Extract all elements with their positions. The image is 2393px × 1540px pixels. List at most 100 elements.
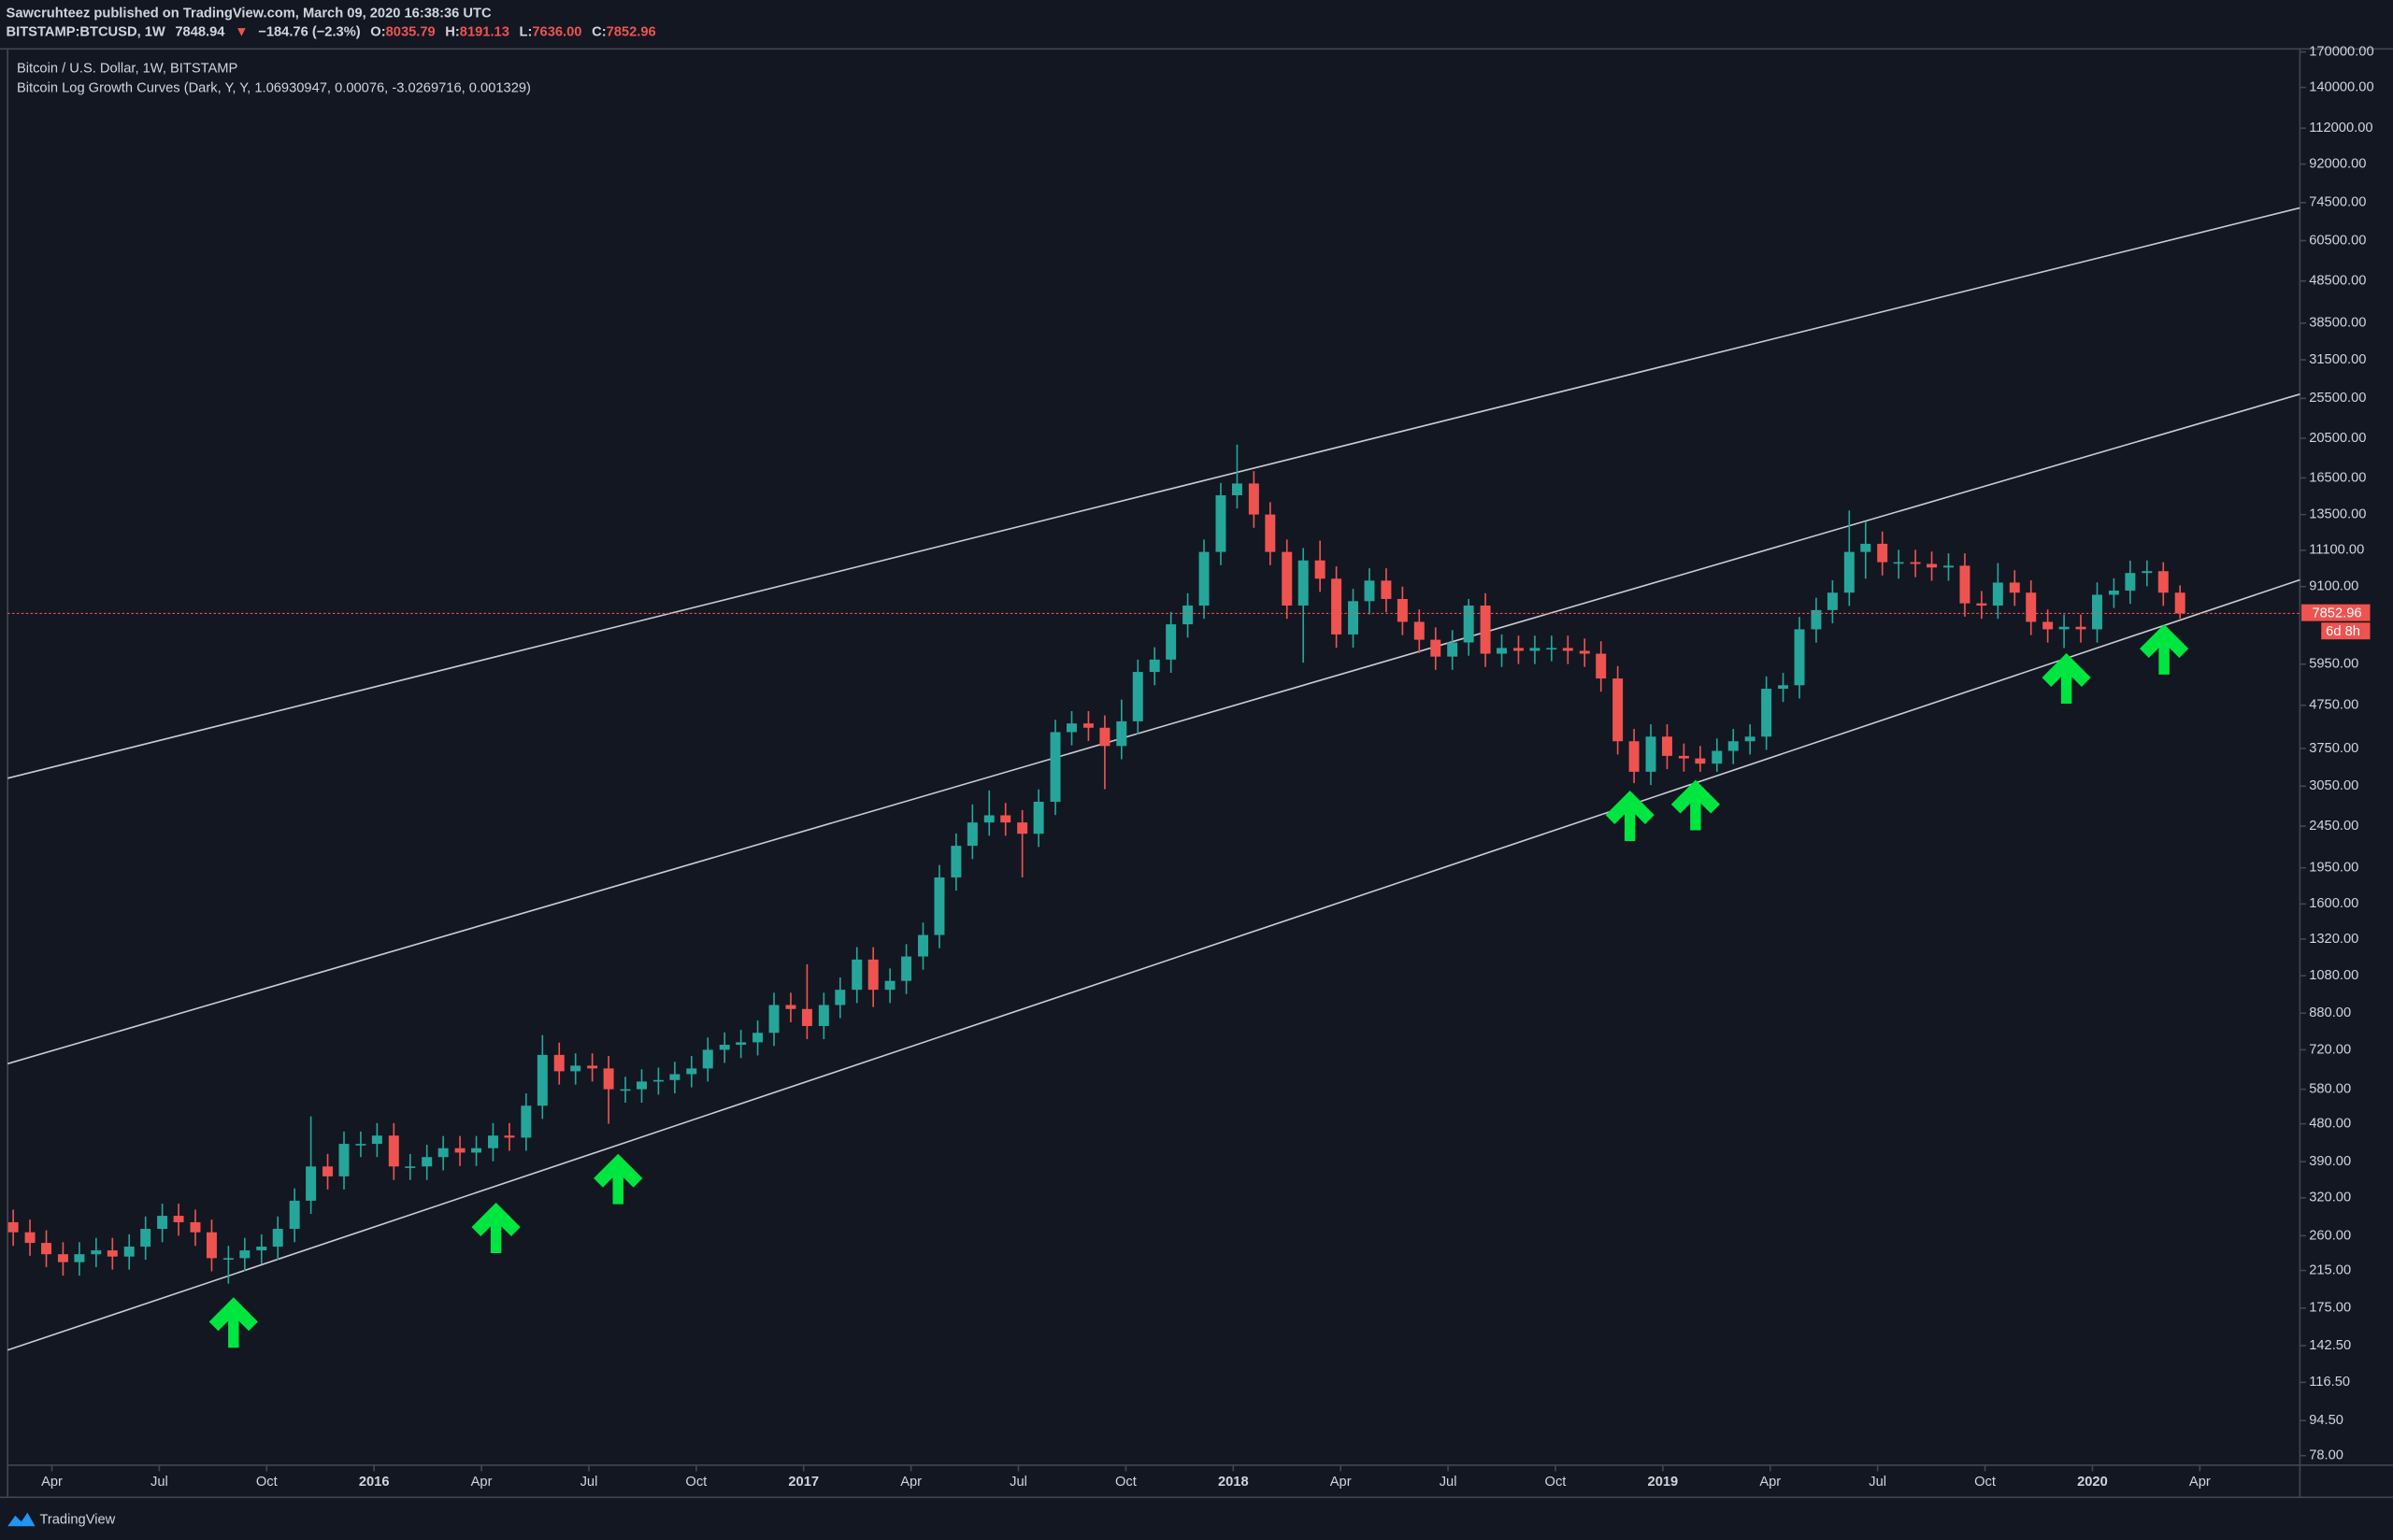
y-tick-label: 11100.00 bbox=[2309, 543, 2364, 558]
candle-body bbox=[1512, 648, 1524, 651]
candle-body bbox=[1397, 599, 1408, 622]
candle-body bbox=[2009, 582, 2020, 593]
candle-body bbox=[1927, 563, 1938, 568]
candle-body bbox=[1893, 562, 1904, 564]
candle-body bbox=[719, 1045, 730, 1050]
brand-logo bbox=[7, 1512, 36, 1527]
support-arrow bbox=[471, 1203, 521, 1253]
y-tick-label: 48500.00 bbox=[2309, 274, 2366, 289]
candle-body bbox=[652, 1079, 664, 1082]
candle-body bbox=[7, 1221, 19, 1233]
y-tick-label: 320.00 bbox=[2309, 1191, 2351, 1205]
candle-body bbox=[1480, 606, 1491, 654]
candle-body bbox=[1579, 650, 1590, 654]
growth-curve bbox=[7, 207, 2300, 779]
candle-body bbox=[1282, 551, 1293, 606]
x-tick-label: Apr bbox=[471, 1475, 493, 1490]
candle-body bbox=[1033, 801, 1044, 834]
x-tick-label: 2020 bbox=[2077, 1475, 2108, 1490]
candle-body bbox=[173, 1216, 184, 1222]
candle-body bbox=[603, 1068, 614, 1090]
quote-o-label: O: bbox=[370, 24, 385, 39]
candle-body bbox=[123, 1247, 135, 1257]
support-arrow bbox=[2042, 653, 2091, 704]
candle-body bbox=[1827, 592, 1838, 610]
x-tick-label: Apr bbox=[1330, 1475, 1352, 1490]
candle-body bbox=[2026, 592, 2037, 622]
y-tick-label: 580.00 bbox=[2309, 1082, 2351, 1097]
candle-body bbox=[1877, 543, 1888, 563]
y-tick-label: 720.00 bbox=[2309, 1042, 2351, 1057]
candle-body bbox=[289, 1200, 300, 1230]
candle-body bbox=[835, 990, 846, 1005]
y-tick-label: 2450.00 bbox=[2309, 819, 2358, 834]
y-tick-label: 215.00 bbox=[2309, 1262, 2351, 1277]
quote-h-label: H: bbox=[445, 24, 459, 39]
candle-body bbox=[1099, 727, 1111, 747]
candle-body bbox=[371, 1135, 382, 1145]
candle-body bbox=[867, 959, 879, 991]
y-tick-label: 112000.00 bbox=[2309, 121, 2372, 135]
candle-body bbox=[587, 1065, 598, 1069]
candle-body bbox=[437, 1148, 449, 1158]
candle-body bbox=[521, 1105, 532, 1138]
candle-body bbox=[669, 1074, 681, 1080]
candle-body bbox=[338, 1144, 350, 1176]
candle-body bbox=[620, 1089, 631, 1091]
candle-body bbox=[107, 1250, 118, 1257]
candle-body bbox=[1314, 560, 1325, 579]
candle-body bbox=[206, 1232, 217, 1259]
y-tick-label: 60500.00 bbox=[2309, 233, 2366, 248]
quote-l-label: L: bbox=[520, 24, 533, 39]
candle-body bbox=[967, 822, 978, 847]
y-tick-label: 142.50 bbox=[2309, 1338, 2351, 1353]
candle-body bbox=[1860, 543, 1871, 552]
candle-body bbox=[918, 934, 928, 957]
candle-body bbox=[852, 959, 863, 991]
candle-body bbox=[1231, 483, 1242, 496]
candle-body bbox=[1166, 624, 1177, 660]
quote-h: 8191.13 bbox=[460, 24, 509, 39]
support-arrow bbox=[1670, 779, 1720, 831]
x-tick-label: Oct bbox=[1974, 1475, 1996, 1490]
candle-body bbox=[1215, 495, 1226, 552]
y-tick-label: 1320.00 bbox=[2309, 932, 2358, 947]
support-arrow bbox=[2139, 624, 2189, 675]
candle-body bbox=[1381, 580, 1392, 600]
candle-body bbox=[239, 1250, 251, 1259]
candle-body bbox=[1149, 659, 1160, 673]
candle-body bbox=[57, 1254, 68, 1262]
candle-body bbox=[736, 1042, 747, 1046]
candle-body bbox=[1843, 551, 1855, 593]
x-tick-label: 2016 bbox=[359, 1475, 390, 1490]
quote-c-label: C: bbox=[592, 24, 606, 39]
growth-curve bbox=[7, 578, 2300, 1351]
y-tick-label: 4750.00 bbox=[2309, 698, 2358, 713]
plot bbox=[7, 207, 2300, 1351]
x-tick-label: 2017 bbox=[788, 1475, 819, 1490]
y-tick-label: 92000.00 bbox=[2309, 156, 2366, 171]
arrow: ▼ bbox=[235, 24, 249, 39]
candle-body bbox=[752, 1033, 764, 1043]
candle-body bbox=[1562, 648, 1573, 651]
candle-body bbox=[702, 1049, 713, 1069]
y-tick-label: 74500.00 bbox=[2309, 195, 2366, 210]
y-tick-label: 13500.00 bbox=[2309, 506, 2366, 521]
x-tick-label: Jul bbox=[1869, 1475, 1886, 1490]
countdown-box bbox=[2321, 622, 2371, 640]
x-tick-label: Oct bbox=[685, 1475, 707, 1490]
x-tick-label: 2019 bbox=[1648, 1475, 1679, 1490]
y-tick-label: 480.00 bbox=[2309, 1116, 2351, 1131]
candle-body bbox=[1198, 551, 1210, 606]
x-tick-label: Apr bbox=[41, 1475, 63, 1490]
candle-body bbox=[1778, 685, 1789, 690]
candle-body bbox=[1050, 732, 1061, 802]
y-tick-label: 880.00 bbox=[2309, 1005, 2351, 1020]
candle-body bbox=[1645, 736, 1656, 772]
candle-body bbox=[1413, 621, 1425, 640]
candle-body bbox=[1744, 736, 1755, 742]
countdown-label: 6d 8h bbox=[2326, 624, 2360, 639]
header-bar bbox=[0, 0, 2393, 48]
candle-body bbox=[256, 1247, 267, 1251]
candle-body bbox=[157, 1216, 168, 1230]
